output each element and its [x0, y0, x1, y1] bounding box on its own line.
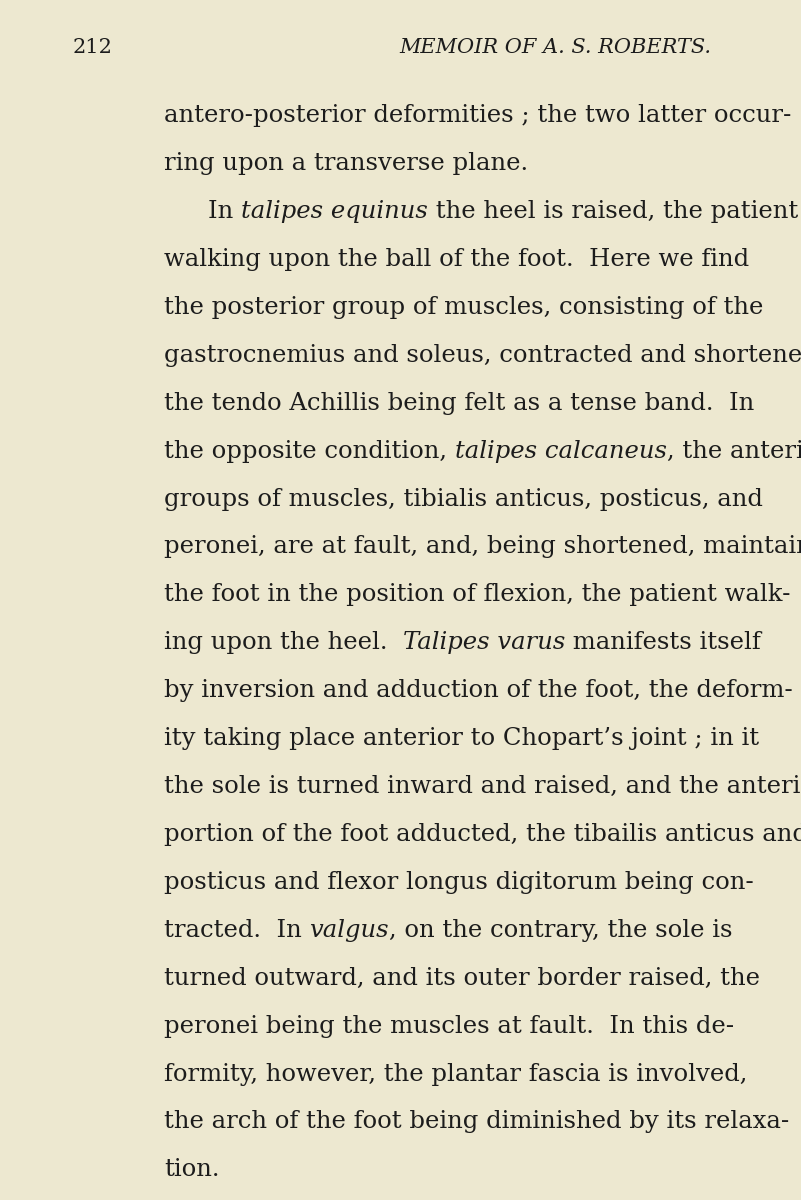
Text: 212: 212 — [72, 37, 112, 56]
Text: the foot in the position of flexion, the patient walk-: the foot in the position of flexion, the… — [164, 583, 791, 606]
Text: groups of muscles, tibialis anticus, posticus, and: groups of muscles, tibialis anticus, pos… — [164, 487, 763, 510]
Text: talipes calcaneus: talipes calcaneus — [455, 439, 666, 463]
Text: ity taking place anterior to Chopart’s joint ; in it: ity taking place anterior to Chopart’s j… — [164, 727, 759, 750]
Text: talipes equinus: talipes equinus — [241, 200, 429, 223]
Text: the arch of the foot being diminished by its relaxa-: the arch of the foot being diminished by… — [164, 1110, 789, 1134]
Text: , on the contrary, the sole is: , on the contrary, the sole is — [389, 919, 732, 942]
Text: tion.: tion. — [164, 1158, 219, 1181]
Text: antero-posterior deformities ; the two latter occur-: antero-posterior deformities ; the two l… — [164, 104, 791, 127]
Text: gastrocnemius and soleus, contracted and shortened,: gastrocnemius and soleus, contracted and… — [164, 344, 801, 367]
Text: walking upon the ball of the foot.  Here we find: walking upon the ball of the foot. Here … — [164, 248, 749, 271]
Text: by inversion and adduction of the foot, the deform-: by inversion and adduction of the foot, … — [164, 679, 793, 702]
Text: In: In — [208, 200, 241, 223]
Text: the sole is turned inward and raised, and the anterior: the sole is turned inward and raised, an… — [164, 775, 801, 798]
Text: MEMOIR OF A. S. ROBERTS.: MEMOIR OF A. S. ROBERTS. — [400, 37, 711, 56]
Text: ing upon the heel.: ing upon the heel. — [164, 631, 403, 654]
Text: the opposite condition,: the opposite condition, — [164, 439, 455, 463]
Text: tracted.  In: tracted. In — [164, 919, 309, 942]
Text: , the anterior: , the anterior — [666, 439, 801, 463]
Text: portion of the foot adducted, the tibailis anticus and: portion of the foot adducted, the tibail… — [164, 823, 801, 846]
Text: formity, however, the plantar fascia is involved,: formity, however, the plantar fascia is … — [164, 1062, 747, 1086]
Text: the posterior group of muscles, consisting of the: the posterior group of muscles, consisti… — [164, 296, 763, 319]
Text: valgus: valgus — [309, 919, 389, 942]
Text: manifests itself: manifests itself — [566, 631, 761, 654]
Text: peronei being the muscles at fault.  In this de-: peronei being the muscles at fault. In t… — [164, 1015, 734, 1038]
Text: the heel is raised, the patient: the heel is raised, the patient — [429, 200, 799, 223]
Text: peronei, are at fault, and, being shortened, maintain: peronei, are at fault, and, being shorte… — [164, 535, 801, 558]
Text: Talipes varus: Talipes varus — [403, 631, 566, 654]
Text: the tendo Achillis being felt as a tense band.  In: the tendo Achillis being felt as a tense… — [164, 391, 754, 415]
Text: posticus and flexor longus digitorum being con-: posticus and flexor longus digitorum bei… — [164, 871, 754, 894]
Text: ring upon a transverse plane.: ring upon a transverse plane. — [164, 152, 528, 175]
Text: turned outward, and its outer border raised, the: turned outward, and its outer border rai… — [164, 967, 760, 990]
